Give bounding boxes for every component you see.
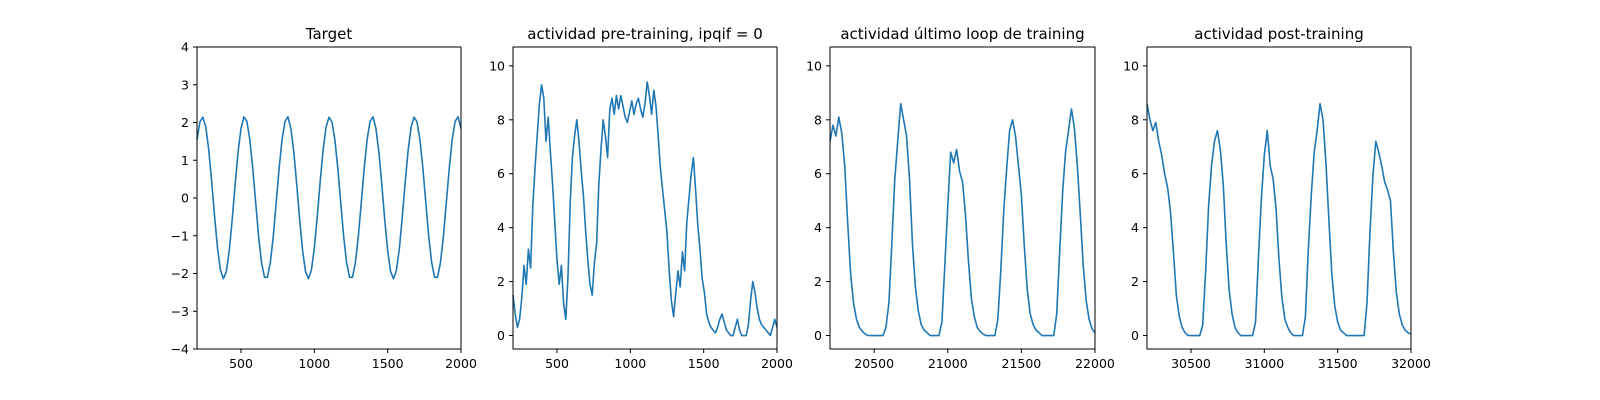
plot-frame bbox=[512, 46, 778, 350]
y-tick-label: 8 bbox=[1131, 112, 1139, 127]
series-line bbox=[512, 81, 778, 337]
x-tick-label: 22000 bbox=[1075, 356, 1115, 371]
y-tick-label: 4 bbox=[814, 220, 822, 235]
x-tick-label: 30500 bbox=[1171, 356, 1211, 371]
y-tick-label: 0 bbox=[814, 328, 822, 343]
y-tick-label: 2 bbox=[497, 274, 505, 289]
y-tick-label: −4 bbox=[171, 342, 189, 357]
y-tick-label: −2 bbox=[171, 266, 189, 281]
y-tick-label: 1 bbox=[181, 153, 189, 168]
y-tick-label: 2 bbox=[181, 115, 189, 130]
y-tick-label: 8 bbox=[814, 112, 822, 127]
y-tick-label: 0 bbox=[1131, 328, 1139, 343]
series-line bbox=[829, 102, 1096, 337]
y-tick-label: 0 bbox=[497, 328, 505, 343]
y-tick-label: 6 bbox=[1131, 166, 1139, 181]
subplot-post-training: actividad post-training 30500 31000 31500 32… bbox=[1123, 25, 1431, 371]
y-tick-label: −3 bbox=[171, 304, 189, 319]
plot-frame bbox=[829, 46, 1096, 350]
y-tick-label: 4 bbox=[1131, 220, 1139, 235]
x-tick-label: 21500 bbox=[1002, 356, 1042, 371]
x-tick-label: 1500 bbox=[688, 356, 720, 371]
plot-frame bbox=[1146, 46, 1412, 350]
x-tick-label: 1000 bbox=[298, 356, 330, 371]
subplot-title: actividad pre-training, ipqif = 0 bbox=[527, 25, 763, 43]
y-tick-label: 2 bbox=[814, 274, 822, 289]
x-tick-label: 31000 bbox=[1244, 356, 1284, 371]
y-tick-label: 8 bbox=[497, 112, 505, 127]
y-tick-label: −1 bbox=[171, 228, 189, 243]
x-tick-label: 20500 bbox=[854, 356, 894, 371]
y-tick-label: 4 bbox=[181, 40, 189, 55]
subplot-pre-training: actividad pre-training, ipqif = 0 500 1000… bbox=[489, 25, 793, 371]
y-tick-label: 4 bbox=[497, 220, 505, 235]
plot-frame bbox=[196, 46, 462, 350]
x-tick-label: 2000 bbox=[761, 356, 793, 371]
subplot-title: actividad último loop de training bbox=[840, 25, 1084, 43]
x-tick-label: 32000 bbox=[1391, 356, 1431, 371]
y-tick-label: 10 bbox=[489, 58, 505, 73]
x-tick-label: 500 bbox=[545, 356, 569, 371]
x-tick-label: 21000 bbox=[928, 356, 968, 371]
x-tick-label: 500 bbox=[229, 356, 253, 371]
y-tick-label: 10 bbox=[806, 58, 822, 73]
y-tick-label: 0 bbox=[181, 191, 189, 206]
x-tick-label: 31500 bbox=[1318, 356, 1358, 371]
series-line bbox=[196, 116, 462, 280]
y-tick-label: 6 bbox=[814, 166, 822, 181]
y-tick-label: 6 bbox=[497, 166, 505, 181]
series-line bbox=[1146, 102, 1412, 337]
x-tick-label: 1000 bbox=[614, 356, 646, 371]
y-tick-label: 10 bbox=[1123, 58, 1139, 73]
y-tick-label: 2 bbox=[1131, 274, 1139, 289]
y-tick-label: 3 bbox=[181, 77, 189, 92]
subplot-title: actividad post-training bbox=[1194, 25, 1363, 43]
subplot-target: Target 500 1000 1500 2000 −4 −3 −2 −1 0 1 2 3 4 bbox=[171, 25, 477, 371]
x-tick-label: 2000 bbox=[445, 356, 477, 371]
subplot-title: Target bbox=[305, 25, 353, 43]
x-tick-label: 1500 bbox=[372, 356, 404, 371]
